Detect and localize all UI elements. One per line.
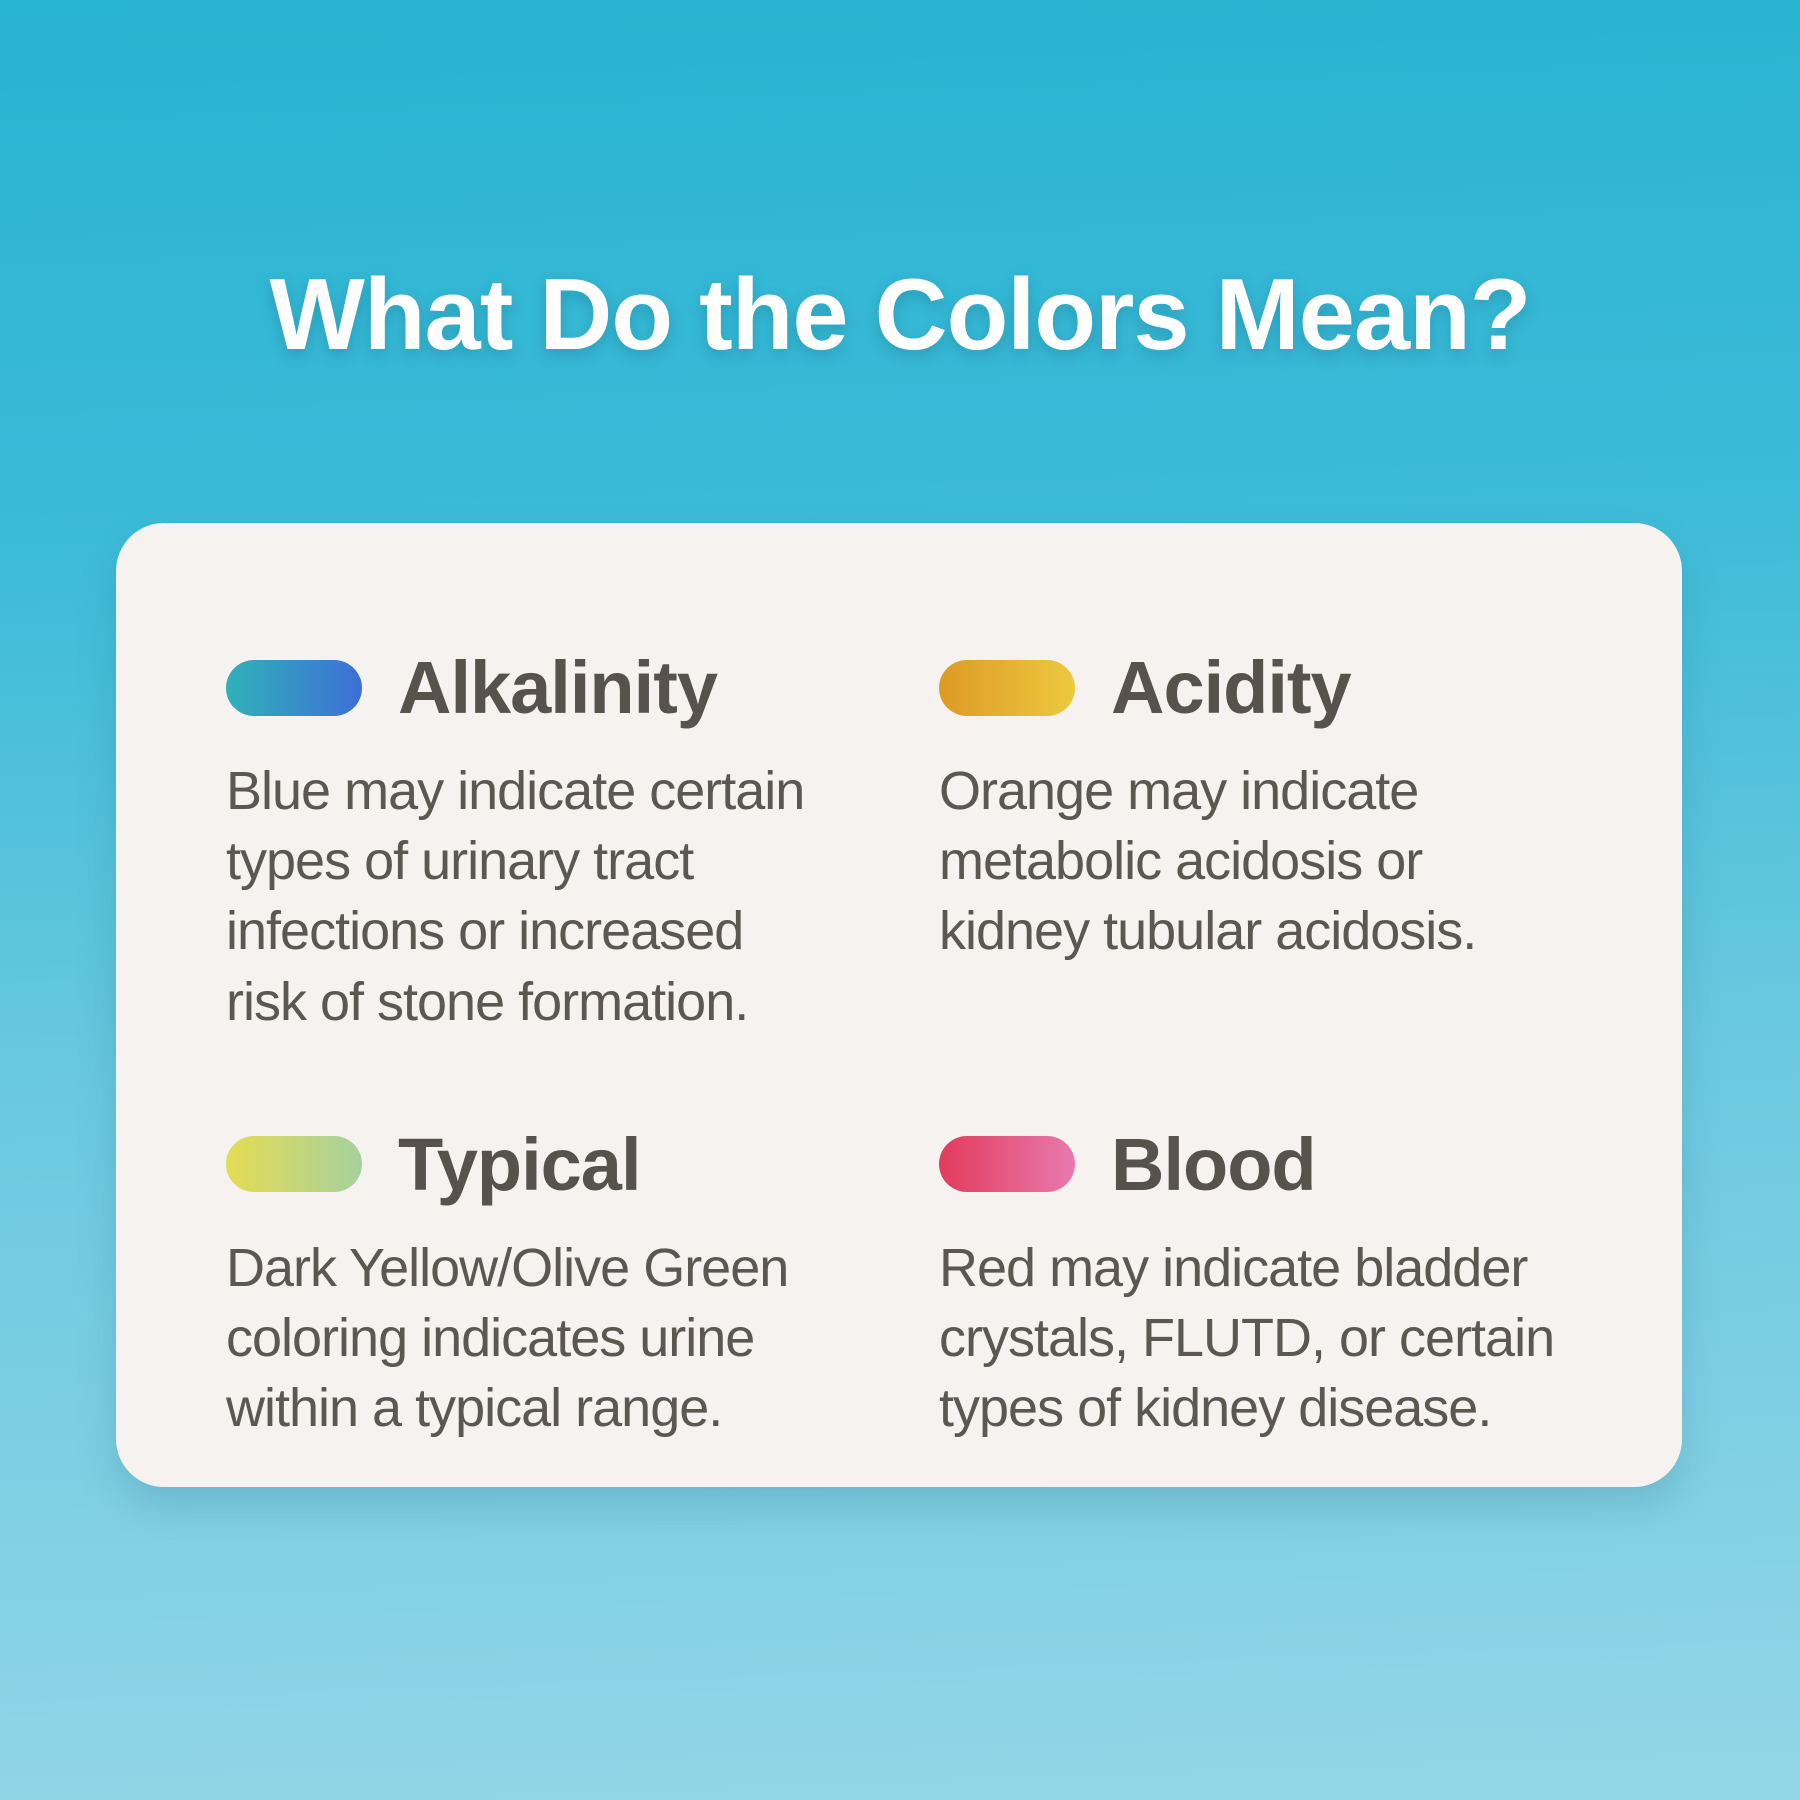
section-title: Acidity: [1111, 646, 1352, 729]
section-alkalinity: Alkalinity Blue may indicate certain typ…: [226, 645, 859, 1037]
section-header: Blood: [939, 1122, 1572, 1207]
section-description: Red may indicate bladder crystals, FLUTD…: [939, 1237, 1555, 1439]
legend-card: Alkalinity Blue may indicate certain typ…: [116, 523, 1682, 1487]
section-header: Typical: [226, 1122, 859, 1207]
section-title: Alkalinity: [398, 646, 718, 729]
page-title: What Do the Colors Mean?: [269, 259, 1532, 371]
section-blood: Blood Red may indicate bladder crystals,…: [939, 1122, 1572, 1444]
section-description: Dark Yellow/Olive Green coloring indicat…: [226, 1237, 789, 1439]
section-title: Blood: [1111, 1122, 1317, 1206]
acidity-color-pill-icon: [939, 659, 1075, 716]
alkalinity-color-pill-icon: [226, 659, 362, 716]
section-typical: Typical Dark Yellow/Olive Green coloring…: [226, 1122, 859, 1444]
page-header: What Do the Colors Mean?: [0, 0, 1800, 373]
section-acidity: Acidity Orange may indicate metabolic ac…: [939, 645, 1572, 1037]
typical-color-pill-icon: [226, 1136, 362, 1193]
section-header: Alkalinity: [226, 645, 859, 730]
section-description: Orange may indicate metabolic acidosis o…: [939, 761, 1477, 962]
section-title: Typical: [398, 1122, 641, 1206]
section-header: Acidity: [939, 645, 1572, 730]
section-description: Blue may indicate certain types of urina…: [226, 761, 805, 1032]
blood-color-pill-icon: [939, 1136, 1075, 1193]
